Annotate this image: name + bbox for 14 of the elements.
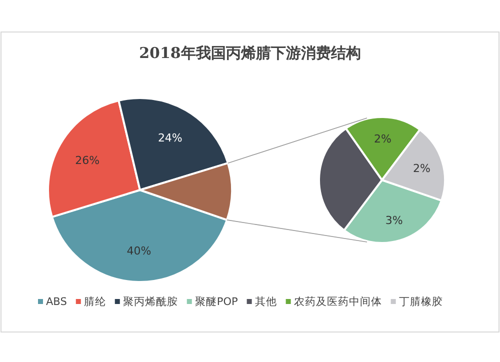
legend-label: 腈纶 xyxy=(84,296,106,308)
legend-label: 聚丙烯酰胺 xyxy=(122,295,178,308)
legend-label: 农药及医药中间体 xyxy=(294,295,382,308)
data-label: 26% xyxy=(75,154,100,167)
legend-label: ABS xyxy=(46,296,68,308)
chart-title: 2018年我国丙烯腈下游消费结构 xyxy=(139,44,361,62)
data-label: 3% xyxy=(385,214,403,227)
data-label: 40% xyxy=(126,244,152,258)
data-label: 2% xyxy=(413,162,430,175)
legend-label: 聚醚POP xyxy=(194,296,238,308)
data-label: 2% xyxy=(374,132,392,146)
data-label: 24% xyxy=(158,131,182,144)
legend-label: 丁腈橡胶 xyxy=(398,295,443,308)
legend-label: 其他 xyxy=(254,295,277,308)
